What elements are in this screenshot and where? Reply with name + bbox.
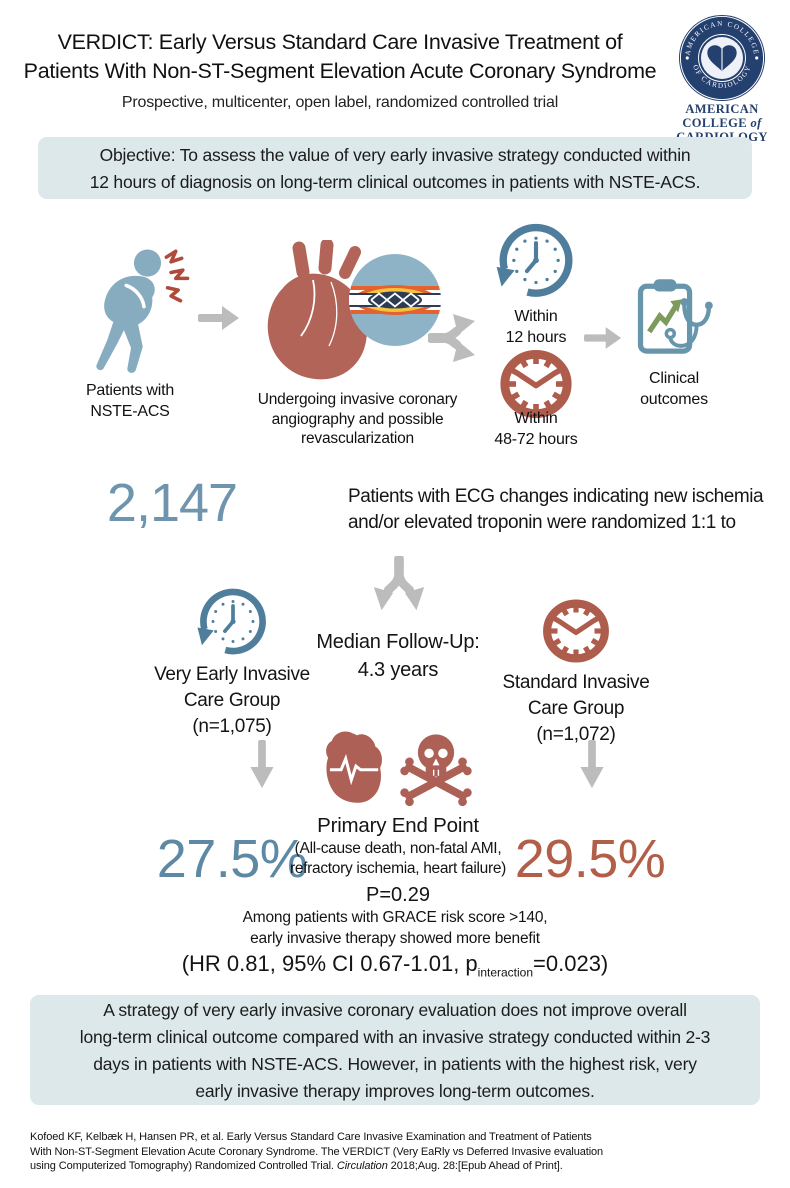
early-group-n: (n=1,075) xyxy=(192,716,272,737)
acc-logo: AMERICAN COLLEGE OF CARDIOLOGY AMERICAN … xyxy=(664,14,780,144)
pain-spark-marks xyxy=(164,249,190,303)
outcomes-clipboard-icon xyxy=(637,279,713,354)
page-subtitle: Prospective, multicenter, open label, ra… xyxy=(121,94,559,111)
trend-arrow-icon xyxy=(647,305,678,334)
heart-angiography-icon xyxy=(267,240,441,380)
early-arm-label: Within 12 hours xyxy=(505,308,567,346)
timer-12h-icon xyxy=(496,223,573,297)
standard-result-pct: 29.5% xyxy=(514,829,666,889)
followup-label: Median Follow-Up: 4.3 years xyxy=(316,631,480,681)
patient-label: Patients with NSTE-ACS xyxy=(85,382,175,420)
page-title-line2: Patients With Non-ST-Segment Elevation A… xyxy=(23,59,657,83)
procedure-label: Undergoing invasive coronary angiography… xyxy=(257,391,458,447)
early-group-label: Very Early Invasive Care Group (n=1,075) xyxy=(118,662,346,740)
branch-down-arrow-icon xyxy=(373,556,425,611)
patient-chest-pain-icon xyxy=(96,249,190,373)
standard-group-clock-icon xyxy=(543,599,609,663)
objective-line1: Objective: To assess the value of very e… xyxy=(99,145,691,165)
wordmark-line1: AMERICAN xyxy=(685,102,759,116)
subgroup-note: Among patients with GRACE risk score >14… xyxy=(242,909,548,947)
endpoint-title: Primary End Point xyxy=(317,814,479,837)
arrow-right-icon xyxy=(198,306,239,330)
down-arrow-standard-icon xyxy=(580,740,604,789)
subgroup-hr-line: (HR 0.81, 95% CI 0.67-1.01, pinteraction… xyxy=(181,951,609,980)
wordmark-line2: COLLEGE of xyxy=(682,116,762,130)
arrow-right-icon xyxy=(584,327,622,349)
down-arrow-early-icon xyxy=(250,740,274,789)
endpoint-detail: (All-cause death, non-fatal AMI, refract… xyxy=(289,840,507,877)
outcomes-label: Clinical outcomes xyxy=(640,370,708,408)
stent-artery-graphic xyxy=(349,285,441,315)
skull-crossbones-icon xyxy=(400,734,472,806)
endpoint-p-value: P=0.29 xyxy=(366,884,430,906)
early-result-pct: 27.5% xyxy=(156,829,308,889)
clock-48-72h-icon xyxy=(500,350,572,418)
early-group-timer-icon xyxy=(197,588,266,655)
enrollment-text: Patients with ECG changes indicating new… xyxy=(348,486,764,533)
objective-panel: Objective: To assess the value of very e… xyxy=(38,137,752,199)
standard-group-n: (n=1,072) xyxy=(536,724,616,745)
standard-group-label: Standard Invasive Care Group (n=1,072) xyxy=(462,670,690,748)
heart-ecg-icon xyxy=(326,731,382,803)
acc-wordmark: AMERICAN COLLEGE of CARDIOLOGY xyxy=(664,102,780,144)
split-arrow-icon xyxy=(428,314,475,362)
stethoscope-icon xyxy=(664,298,713,348)
conclusion-panel: A strategy of very early invasive corona… xyxy=(30,995,760,1105)
conclusion-text: A strategy of very early invasive corona… xyxy=(79,1000,711,1101)
acc-seal-icon: AMERICAN COLLEGE OF CARDIOLOGY xyxy=(678,14,766,102)
citation: Kofoed KF, Kelbæk H, Hansen PR, et al. E… xyxy=(30,1131,604,1172)
standard-arm-label: Within 48-72 hours xyxy=(494,410,578,448)
enrollment-count: 2,147 xyxy=(106,473,238,533)
objective-line2: 12 hours of diagnosis on long-term clini… xyxy=(89,171,701,192)
page-title-line1: VERDICT: Early Versus Standard Care Inva… xyxy=(57,30,623,54)
